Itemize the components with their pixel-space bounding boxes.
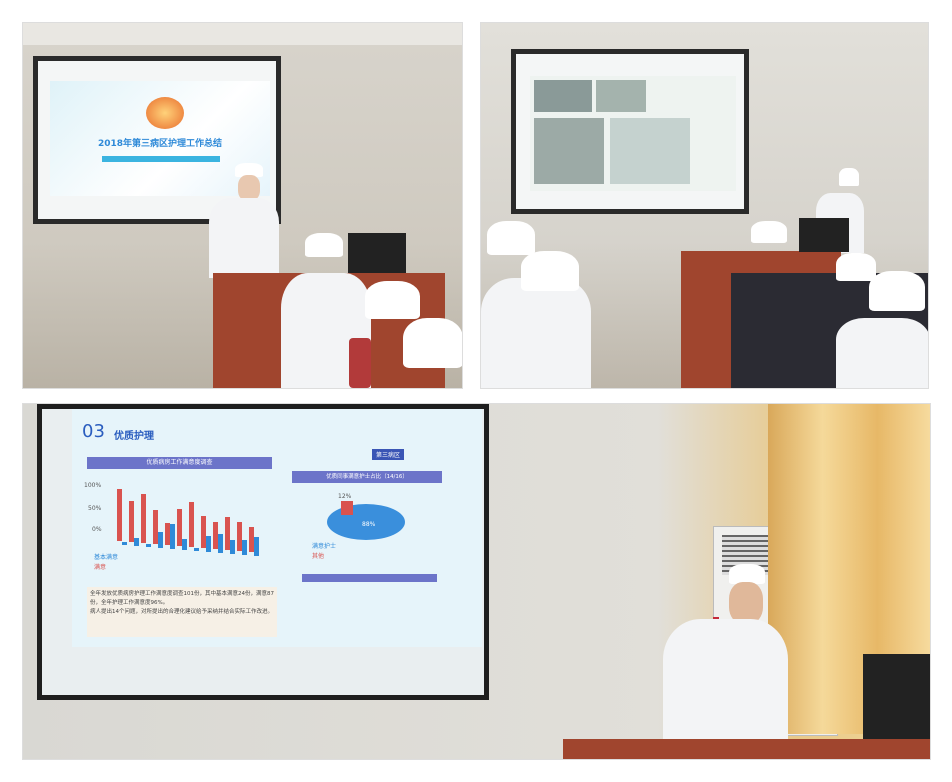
bar-satisfied: [117, 488, 122, 541]
bar-basic: [170, 524, 175, 549]
slide-photo: [534, 118, 604, 184]
right-chart-title: 优质同事满意护士占比（14/16）: [292, 471, 442, 483]
slide: 2018年第三病区护理工作总结: [50, 81, 270, 196]
bar-chart: [117, 479, 267, 556]
y-tick: 50%: [88, 505, 102, 512]
nurse-cap: [365, 281, 420, 319]
pie-slice-other: [341, 501, 353, 515]
bar-basic: [158, 531, 163, 548]
bar-basic: [122, 542, 127, 545]
y-tick: 0%: [92, 526, 102, 533]
slide: [530, 76, 736, 191]
projector-screen: 2018年第三病区护理工作总结: [33, 56, 281, 224]
nurse-cap: [869, 271, 925, 311]
bar-basic: [206, 535, 211, 552]
bar-basic: [182, 539, 187, 550]
bar-satisfied: [237, 522, 242, 551]
bar-basic: [218, 533, 223, 553]
bar-satisfied: [225, 517, 230, 550]
nurse-cap: [836, 253, 876, 281]
y-tick: 100%: [84, 482, 102, 489]
bar-satisfied: [165, 523, 170, 545]
slide: 03 优质护理 第三病区 优质病房工作满意度调查 100% 50% 0% 基本满…: [72, 409, 482, 647]
bar-satisfied: [129, 500, 134, 542]
monitor: [863, 654, 930, 739]
bar-satisfied: [177, 508, 182, 546]
nurse-cap: [235, 163, 263, 177]
speaker-face: [729, 582, 763, 624]
bar-satisfied: [153, 509, 158, 544]
pie-label: 88%: [362, 521, 376, 528]
ceiling: [23, 23, 462, 45]
photo-presentation-title: 2018年第三病区护理工作总结: [22, 22, 463, 389]
pie-legend: 满意护士: [312, 543, 337, 550]
bar-satisfied: [201, 516, 206, 548]
bar-basic: [146, 544, 151, 547]
bar-satisfied: [249, 527, 254, 552]
pie-chart: [327, 501, 405, 540]
bar-basic: [134, 537, 139, 546]
monitor: [799, 218, 849, 252]
nurse-cap: [403, 318, 462, 368]
monitor: [348, 233, 406, 273]
bullet: 全年发放优质病房护理工作满意度调查101份，其中基本满意24份，满意87份，全年…: [90, 591, 274, 606]
legend-satisfied: 满意: [94, 564, 107, 571]
nurse-cap: [839, 168, 859, 186]
audience-member: [836, 318, 928, 388]
apple-image: [146, 97, 184, 129]
nurse-cap: [521, 251, 579, 291]
bar-satisfied: [141, 493, 146, 543]
speaker-face: [238, 175, 260, 201]
bar-satisfied: [213, 521, 218, 549]
slide-title: 2018年第三病区护理工作总结: [97, 139, 223, 149]
slide-photo: [596, 80, 646, 112]
bar-satisfied: [189, 501, 194, 547]
slide-photo: [534, 80, 592, 112]
photo-presentation-images: [480, 22, 929, 389]
department-label: 第三病区: [372, 449, 405, 460]
bullet-box: 全年发放优质病房护理工作满意度调查101份，其中基本满意24份，满意87份，全年…: [87, 587, 277, 637]
nurse-cap: [487, 221, 535, 255]
nurse-cap: [729, 564, 765, 584]
nurse-cap: [751, 221, 787, 243]
bar-basic: [194, 548, 199, 551]
bar-basic: [230, 540, 235, 554]
projector-screen: 03 优质护理 第三病区 优质病房工作满意度调查 100% 50% 0% 基本满…: [37, 404, 489, 700]
left-chart-title: 优质病房工作满意度调查: [87, 457, 272, 469]
slide-photo: [610, 118, 690, 184]
legend-basic: 基本满意: [94, 554, 119, 561]
speaker-coat: [663, 619, 788, 754]
bar-basic: [242, 539, 247, 555]
audience-member: [481, 278, 591, 388]
photo-presentation-chart: 03 优质护理 第三病区 优质病房工作满意度调查 100% 50% 0% 基本满…: [22, 403, 931, 760]
pie-label: 12%: [338, 493, 352, 500]
bullet: 病人提出14个问题，对所提出的合理化建议给予采纳并结合实际工作改进。: [90, 609, 274, 615]
podium: [563, 739, 930, 759]
section-title: 优质护理: [114, 431, 154, 442]
section-number: 03: [82, 421, 105, 442]
slide-bar: [102, 156, 220, 162]
pie-legend: 其他: [312, 553, 325, 560]
nurse-cap: [305, 233, 343, 257]
bar-basic: [254, 536, 259, 556]
projector-screen: [511, 49, 749, 214]
speaker-coat: [209, 198, 279, 278]
thermos: [349, 338, 371, 388]
table-header: [302, 574, 437, 582]
